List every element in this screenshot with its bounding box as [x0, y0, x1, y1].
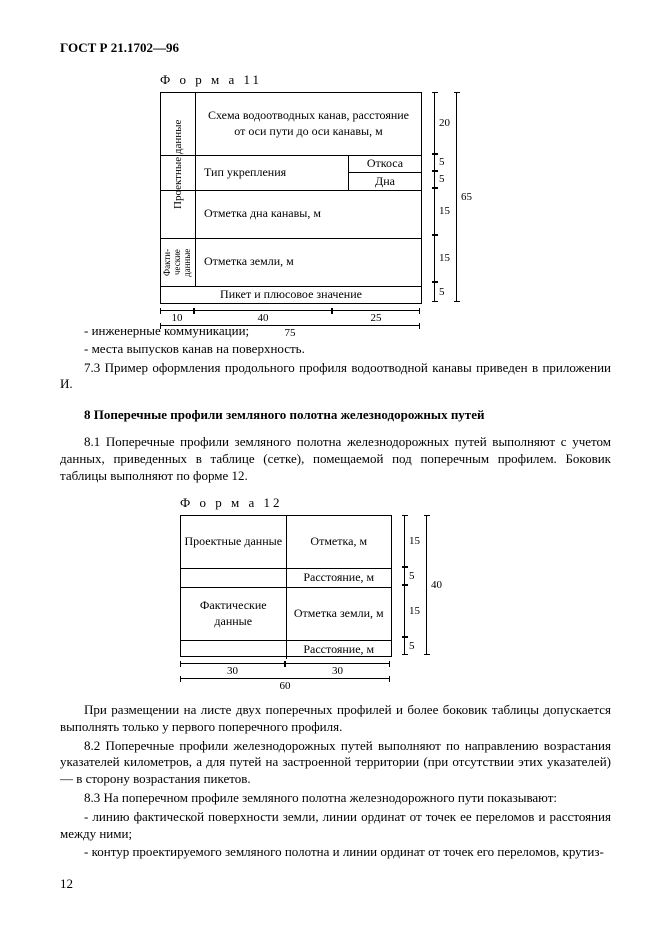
form12-label: Ф о р м а 12 [180, 495, 611, 512]
p73: 7.3 Пример оформления продольного профил… [60, 360, 611, 394]
dim: 15 [409, 534, 420, 548]
p-after12: При размещении на листе двух поперечных … [60, 702, 611, 736]
dim: 40 [431, 578, 442, 592]
section8-title: 8 Поперечные профили земляного полотна ж… [84, 407, 611, 424]
f12-c2r1: Отметка, м [287, 516, 392, 568]
dim: 5 [439, 285, 445, 299]
doc-header: ГОСТ Р 21.1702—96 [60, 40, 611, 57]
form11-r2b: Дна [349, 173, 421, 190]
dim: 15 [439, 204, 450, 218]
f12-c1r2: Фактические данные [181, 588, 287, 640]
form11-r3: Отметка дна канавы, м [196, 191, 421, 238]
f12-c2r2: Расстояние, м [287, 569, 392, 587]
dim: 30 [332, 665, 343, 677]
f12-c2r3: Отметка земли, м [287, 588, 392, 640]
f12-c2r4: Расстояние, м [287, 641, 392, 659]
dim: 75 [285, 327, 296, 339]
page: ГОСТ Р 21.1702—96 Ф о р м а 11 Проектные… [0, 0, 661, 913]
dim: 40 [258, 312, 269, 324]
f12-c1r1: Проектные данные [181, 516, 287, 568]
form11-r2-left: Тип укрепления [196, 156, 349, 190]
dim: 10 [172, 312, 183, 324]
dim: 65 [461, 190, 472, 204]
dim: 25 [371, 312, 382, 324]
form11-r1: Схема водоотводных канав, расстояние от … [196, 93, 421, 155]
dim: 15 [439, 251, 450, 265]
dim: 30 [227, 665, 238, 677]
dim: 5 [409, 569, 415, 583]
form12-diagram: Ф о р м а 12 Проектные данные Отметка, м… [180, 495, 611, 690]
p83: 8.3 На поперечном профиле земляного поло… [60, 790, 611, 807]
dim: 60 [280, 680, 291, 692]
form11-r4: Отметка земли, м [196, 239, 421, 286]
form11-r2a: Откоса [349, 156, 421, 174]
form11-side-actual: Факти- ческие данные [161, 239, 195, 286]
dim: 5 [409, 639, 415, 653]
form11-r5: Пикет и плюсовое значение [161, 287, 421, 304]
form11-diagram: Ф о р м а 11 Проектные данные Схема водо… [160, 72, 611, 322]
p81: 8.1 Поперечные профили земляного полотна… [60, 434, 611, 485]
dim: 5 [439, 172, 445, 186]
dim: 5 [439, 155, 445, 169]
p82: 8.2 Поперечные профили железнодорожных п… [60, 738, 611, 789]
dim: 20 [439, 116, 450, 130]
bullet: - контур проектируемого земляного полотн… [60, 844, 611, 861]
page-number: 12 [60, 876, 611, 893]
form11-label: Ф о р м а 11 [160, 72, 611, 89]
bullet: - места выпусков канав на поверхность. [60, 341, 611, 358]
bullet: - линию фактической поверхности земли, л… [60, 809, 611, 843]
dim: 15 [409, 604, 420, 618]
